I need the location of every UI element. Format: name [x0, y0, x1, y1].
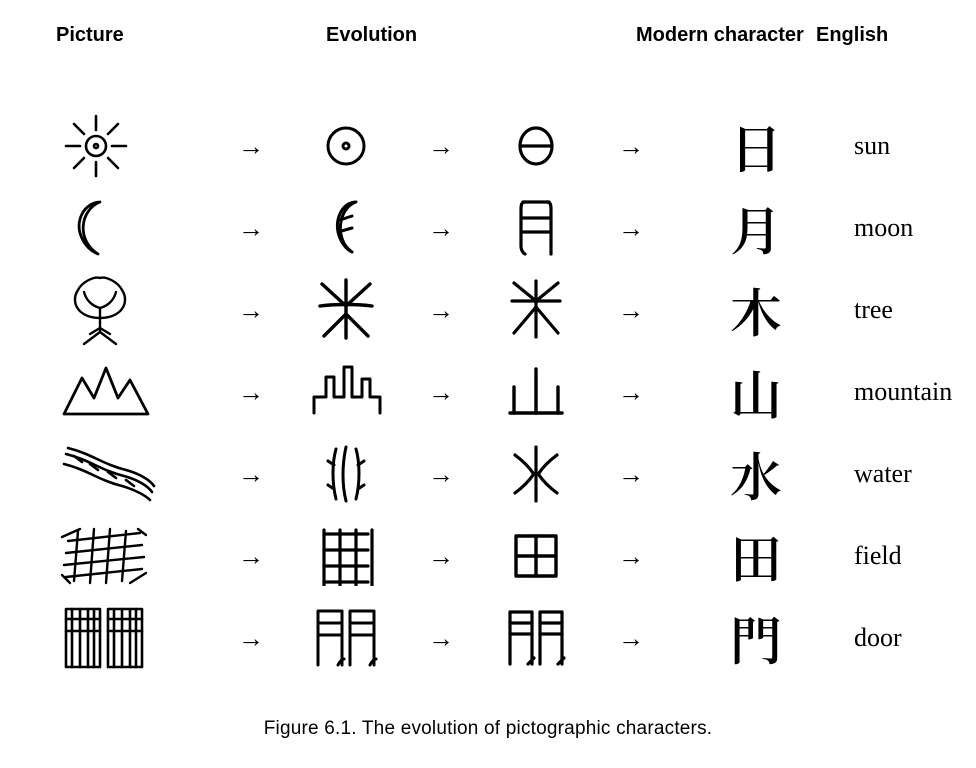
water-picture-icon — [56, 446, 216, 502]
header-picture: Picture — [56, 24, 216, 47]
table-row-mountain: →→→山mountain — [56, 353, 936, 431]
arrow-icon: → — [406, 131, 476, 162]
field-evo2-icon — [476, 528, 596, 584]
tree-picture-icon — [56, 272, 216, 348]
sun-evo2-icon — [476, 118, 596, 174]
arrow-icon: → — [216, 541, 286, 572]
table-row-water: →→→水water — [56, 435, 936, 513]
mountain-evo2-icon — [476, 363, 596, 421]
arrow-icon: → — [596, 213, 666, 244]
table-row-sun: →→→日sun — [56, 107, 936, 185]
moon-evo1-icon — [286, 196, 406, 260]
arrow-icon: → — [596, 377, 666, 408]
mountain-picture-icon — [56, 362, 216, 422]
modern-character-moon: 月 — [666, 202, 846, 254]
arrow-icon: → — [406, 541, 476, 572]
table-row-tree: →→→木tree — [56, 271, 936, 349]
english-label-tree: tree — [846, 295, 976, 325]
table-row-moon: →→→月moon — [56, 189, 936, 267]
arrow-icon: → — [596, 459, 666, 490]
arrow-icon: → — [596, 623, 666, 654]
figure-container: Picture Evolution Modern character Engli… — [0, 0, 976, 768]
field-evo1-icon — [286, 526, 406, 586]
water-evo1-icon — [286, 443, 406, 505]
moon-picture-icon — [56, 192, 216, 264]
header-evolution: Evolution — [286, 24, 566, 47]
field-picture-icon — [56, 527, 216, 585]
arrow-icon: → — [216, 377, 286, 408]
modern-character-water: 水 — [666, 448, 846, 500]
arrow-icon: → — [216, 213, 286, 244]
moon-evo2-icon — [476, 196, 596, 260]
arrow-icon: → — [406, 377, 476, 408]
modern-character-door: 門 — [666, 612, 846, 664]
arrow-icon: → — [596, 541, 666, 572]
arrow-icon: → — [596, 131, 666, 162]
door-evo2-icon — [476, 606, 596, 670]
modern-character-mountain: 山 — [666, 366, 846, 418]
door-evo1-icon — [286, 605, 406, 671]
column-headers: Picture Evolution Modern character Engli… — [56, 24, 936, 47]
arrow-icon: → — [216, 295, 286, 326]
arrow-icon: → — [216, 623, 286, 654]
mountain-evo1-icon — [286, 363, 406, 421]
door-picture-icon — [56, 603, 216, 673]
arrow-icon: → — [596, 295, 666, 326]
water-evo2-icon — [476, 443, 596, 505]
sun-evo1-icon — [286, 118, 406, 174]
sun-picture-icon — [56, 110, 216, 182]
arrow-icon: → — [406, 623, 476, 654]
tree-evo2-icon — [476, 277, 596, 343]
header-modern: Modern character — [636, 24, 816, 47]
arrow-icon: → — [216, 131, 286, 162]
english-label-mountain: mountain — [846, 377, 976, 407]
table-row-door: →→→門door — [56, 599, 936, 677]
arrow-icon: → — [406, 295, 476, 326]
english-label-door: door — [846, 623, 976, 653]
modern-character-sun: 日 — [666, 120, 846, 172]
modern-character-field: 田 — [666, 530, 846, 582]
table-row-field: →→→田field — [56, 517, 936, 595]
english-label-sun: sun — [846, 131, 976, 161]
arrow-icon: → — [406, 213, 476, 244]
tree-evo1-icon — [286, 276, 406, 344]
modern-character-tree: 木 — [666, 284, 846, 336]
english-label-water: water — [846, 459, 976, 489]
arrow-icon: → — [216, 459, 286, 490]
english-label-field: field — [846, 541, 976, 571]
evolution-rows: →→→日sun→→→月moon→→→木tree→→→山mountain→→→水w… — [56, 107, 936, 677]
figure-caption: Figure 6.1. The evolution of pictographi… — [0, 718, 976, 740]
arrow-icon: → — [406, 459, 476, 490]
english-label-moon: moon — [846, 213, 976, 243]
header-english: English — [816, 24, 966, 47]
